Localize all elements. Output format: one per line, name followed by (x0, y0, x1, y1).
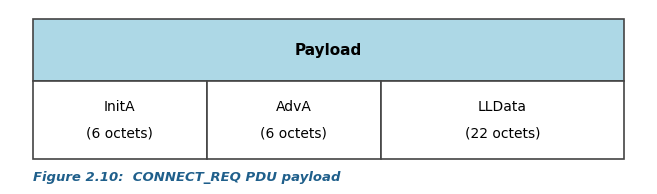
Bar (33, 81, 207, 159)
Text: Payload: Payload (295, 43, 362, 58)
Bar (207, 81, 380, 159)
Text: (6 octets): (6 octets) (86, 127, 153, 141)
Bar (33, 19, 624, 81)
Text: LLData: LLData (478, 100, 527, 114)
Text: AdvA: AdvA (276, 100, 311, 114)
Text: (6 octets): (6 octets) (260, 127, 327, 141)
Text: (22 octets): (22 octets) (464, 127, 540, 141)
Bar (380, 81, 624, 159)
Text: Figure 2.10:  CONNECT_REQ PDU payload: Figure 2.10: CONNECT_REQ PDU payload (33, 171, 340, 184)
Text: InitA: InitA (104, 100, 135, 114)
